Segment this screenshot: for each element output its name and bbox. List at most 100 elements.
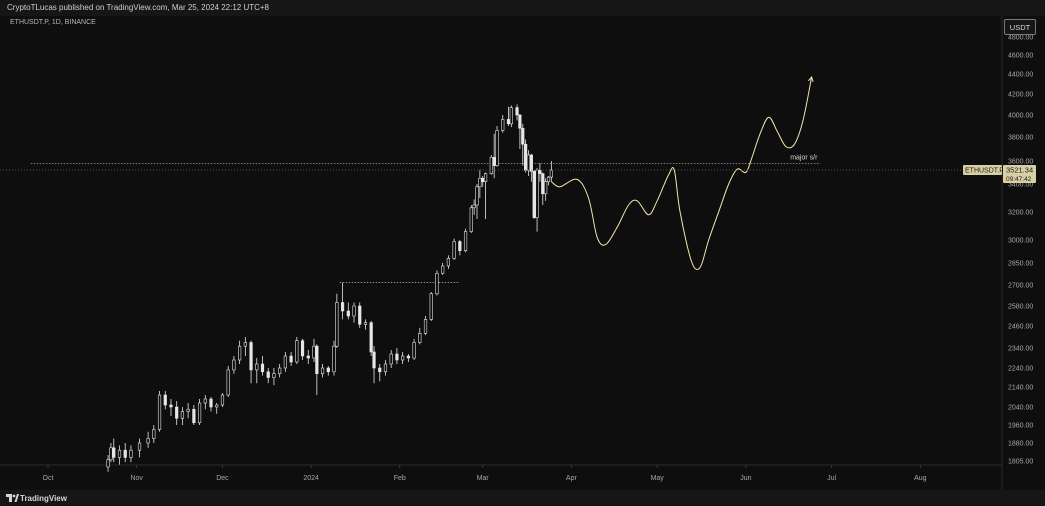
candle[interactable] <box>495 126 499 167</box>
candle[interactable] <box>146 431 150 448</box>
candle[interactable] <box>186 403 190 419</box>
candle[interactable] <box>532 170 536 219</box>
candle[interactable] <box>463 228 468 253</box>
candle[interactable] <box>475 184 479 219</box>
candle[interactable] <box>506 106 511 126</box>
candle[interactable] <box>157 391 162 432</box>
candle[interactable] <box>289 352 293 366</box>
symbol-legend[interactable]: ETHUSDT.P, 1D, BINANCE <box>10 19 96 26</box>
candles[interactable] <box>106 104 553 472</box>
candle[interactable] <box>232 356 236 374</box>
candle[interactable] <box>418 327 422 345</box>
candle[interactable] <box>435 270 439 296</box>
candle[interactable] <box>395 348 399 364</box>
candle[interactable] <box>123 443 127 463</box>
candle[interactable] <box>163 391 167 410</box>
candle[interactable] <box>452 238 456 260</box>
candle[interactable] <box>538 163 542 182</box>
candle[interactable] <box>203 395 207 410</box>
candle[interactable] <box>112 438 116 463</box>
projection-path[interactable] <box>551 76 813 271</box>
candle[interactable] <box>383 360 388 376</box>
candle[interactable] <box>458 240 462 256</box>
candle[interactable] <box>272 368 276 386</box>
candle[interactable] <box>412 338 416 360</box>
candle[interactable] <box>446 255 451 269</box>
candle[interactable] <box>423 316 428 336</box>
candle[interactable] <box>238 340 242 364</box>
candle[interactable] <box>358 302 362 328</box>
candle[interactable] <box>215 403 219 414</box>
candle[interactable] <box>249 340 253 384</box>
candle[interactable] <box>481 175 485 187</box>
candle[interactable] <box>372 346 376 384</box>
candle[interactable] <box>312 338 316 362</box>
candle[interactable] <box>295 337 299 364</box>
candle[interactable] <box>332 340 336 376</box>
candle[interactable] <box>401 352 405 364</box>
candle[interactable] <box>106 455 110 472</box>
candle[interactable] <box>278 364 282 378</box>
candle[interactable] <box>492 133 496 179</box>
candle[interactable] <box>478 170 482 198</box>
candle[interactable] <box>260 356 265 376</box>
candle[interactable] <box>483 172 488 220</box>
candle[interactable] <box>266 368 270 384</box>
candle[interactable] <box>546 175 551 186</box>
candle[interactable] <box>406 354 410 362</box>
candle[interactable] <box>429 292 433 321</box>
candle[interactable] <box>472 199 476 215</box>
price-chart[interactable]: 4800.00 4600.00 4400.00 4200.00 4000.00 3800.… <box>0 16 1045 490</box>
candle[interactable] <box>283 352 287 372</box>
candle[interactable] <box>369 321 373 356</box>
candle[interactable] <box>501 115 505 133</box>
candle[interactable] <box>335 293 339 348</box>
candle[interactable] <box>255 358 259 384</box>
candle[interactable] <box>209 397 213 412</box>
candle[interactable] <box>544 178 548 201</box>
candle[interactable] <box>549 161 553 182</box>
candle[interactable] <box>378 364 382 382</box>
candle[interactable] <box>352 302 356 323</box>
candle[interactable] <box>175 401 179 425</box>
candle[interactable] <box>306 350 310 364</box>
annotation-lines[interactable]: major s/r <box>30 154 821 283</box>
candle[interactable] <box>363 319 368 330</box>
candle[interactable] <box>469 205 473 233</box>
candle[interactable] <box>518 113 522 149</box>
candle[interactable] <box>529 153 533 182</box>
candle[interactable] <box>489 155 493 175</box>
candle[interactable] <box>524 139 528 173</box>
candle[interactable] <box>526 150 531 176</box>
tradingview-logo[interactable]: TradingView <box>6 494 86 504</box>
candle[interactable] <box>515 104 519 121</box>
candle[interactable] <box>169 399 173 416</box>
candle[interactable] <box>192 405 196 425</box>
candle[interactable] <box>220 393 225 407</box>
candle[interactable] <box>320 364 325 378</box>
candle[interactable] <box>346 302 350 320</box>
candle[interactable] <box>152 425 156 443</box>
candle[interactable] <box>180 407 185 425</box>
candle[interactable] <box>243 337 247 356</box>
candle[interactable] <box>109 443 113 463</box>
candle[interactable] <box>535 167 539 232</box>
candle[interactable] <box>521 123 525 166</box>
price-axis[interactable]: 4800.00 4600.00 4400.00 4200.00 4000.00 3800.… <box>1008 35 1033 466</box>
candle[interactable] <box>441 263 445 275</box>
time-axis[interactable]: Oct Nov Dec 2024 Feb Mar Apr May Jun Jul Aug <box>43 465 927 482</box>
currency-button[interactable]: USDT <box>1004 19 1036 35</box>
candle[interactable] <box>315 344 319 395</box>
candle[interactable] <box>509 105 513 128</box>
candle[interactable] <box>340 282 345 320</box>
candle[interactable] <box>541 172 545 206</box>
candle[interactable] <box>389 350 393 368</box>
candle[interactable] <box>117 445 122 465</box>
candle[interactable] <box>129 445 133 463</box>
candle[interactable] <box>137 438 142 458</box>
projection-drawing[interactable] <box>551 75 814 271</box>
chart-area[interactable]: 4800.00 4600.00 4400.00 4200.00 4000.00 3800.… <box>0 16 1045 490</box>
candle[interactable] <box>197 399 202 425</box>
candle[interactable] <box>326 366 330 376</box>
candle[interactable] <box>226 366 230 397</box>
